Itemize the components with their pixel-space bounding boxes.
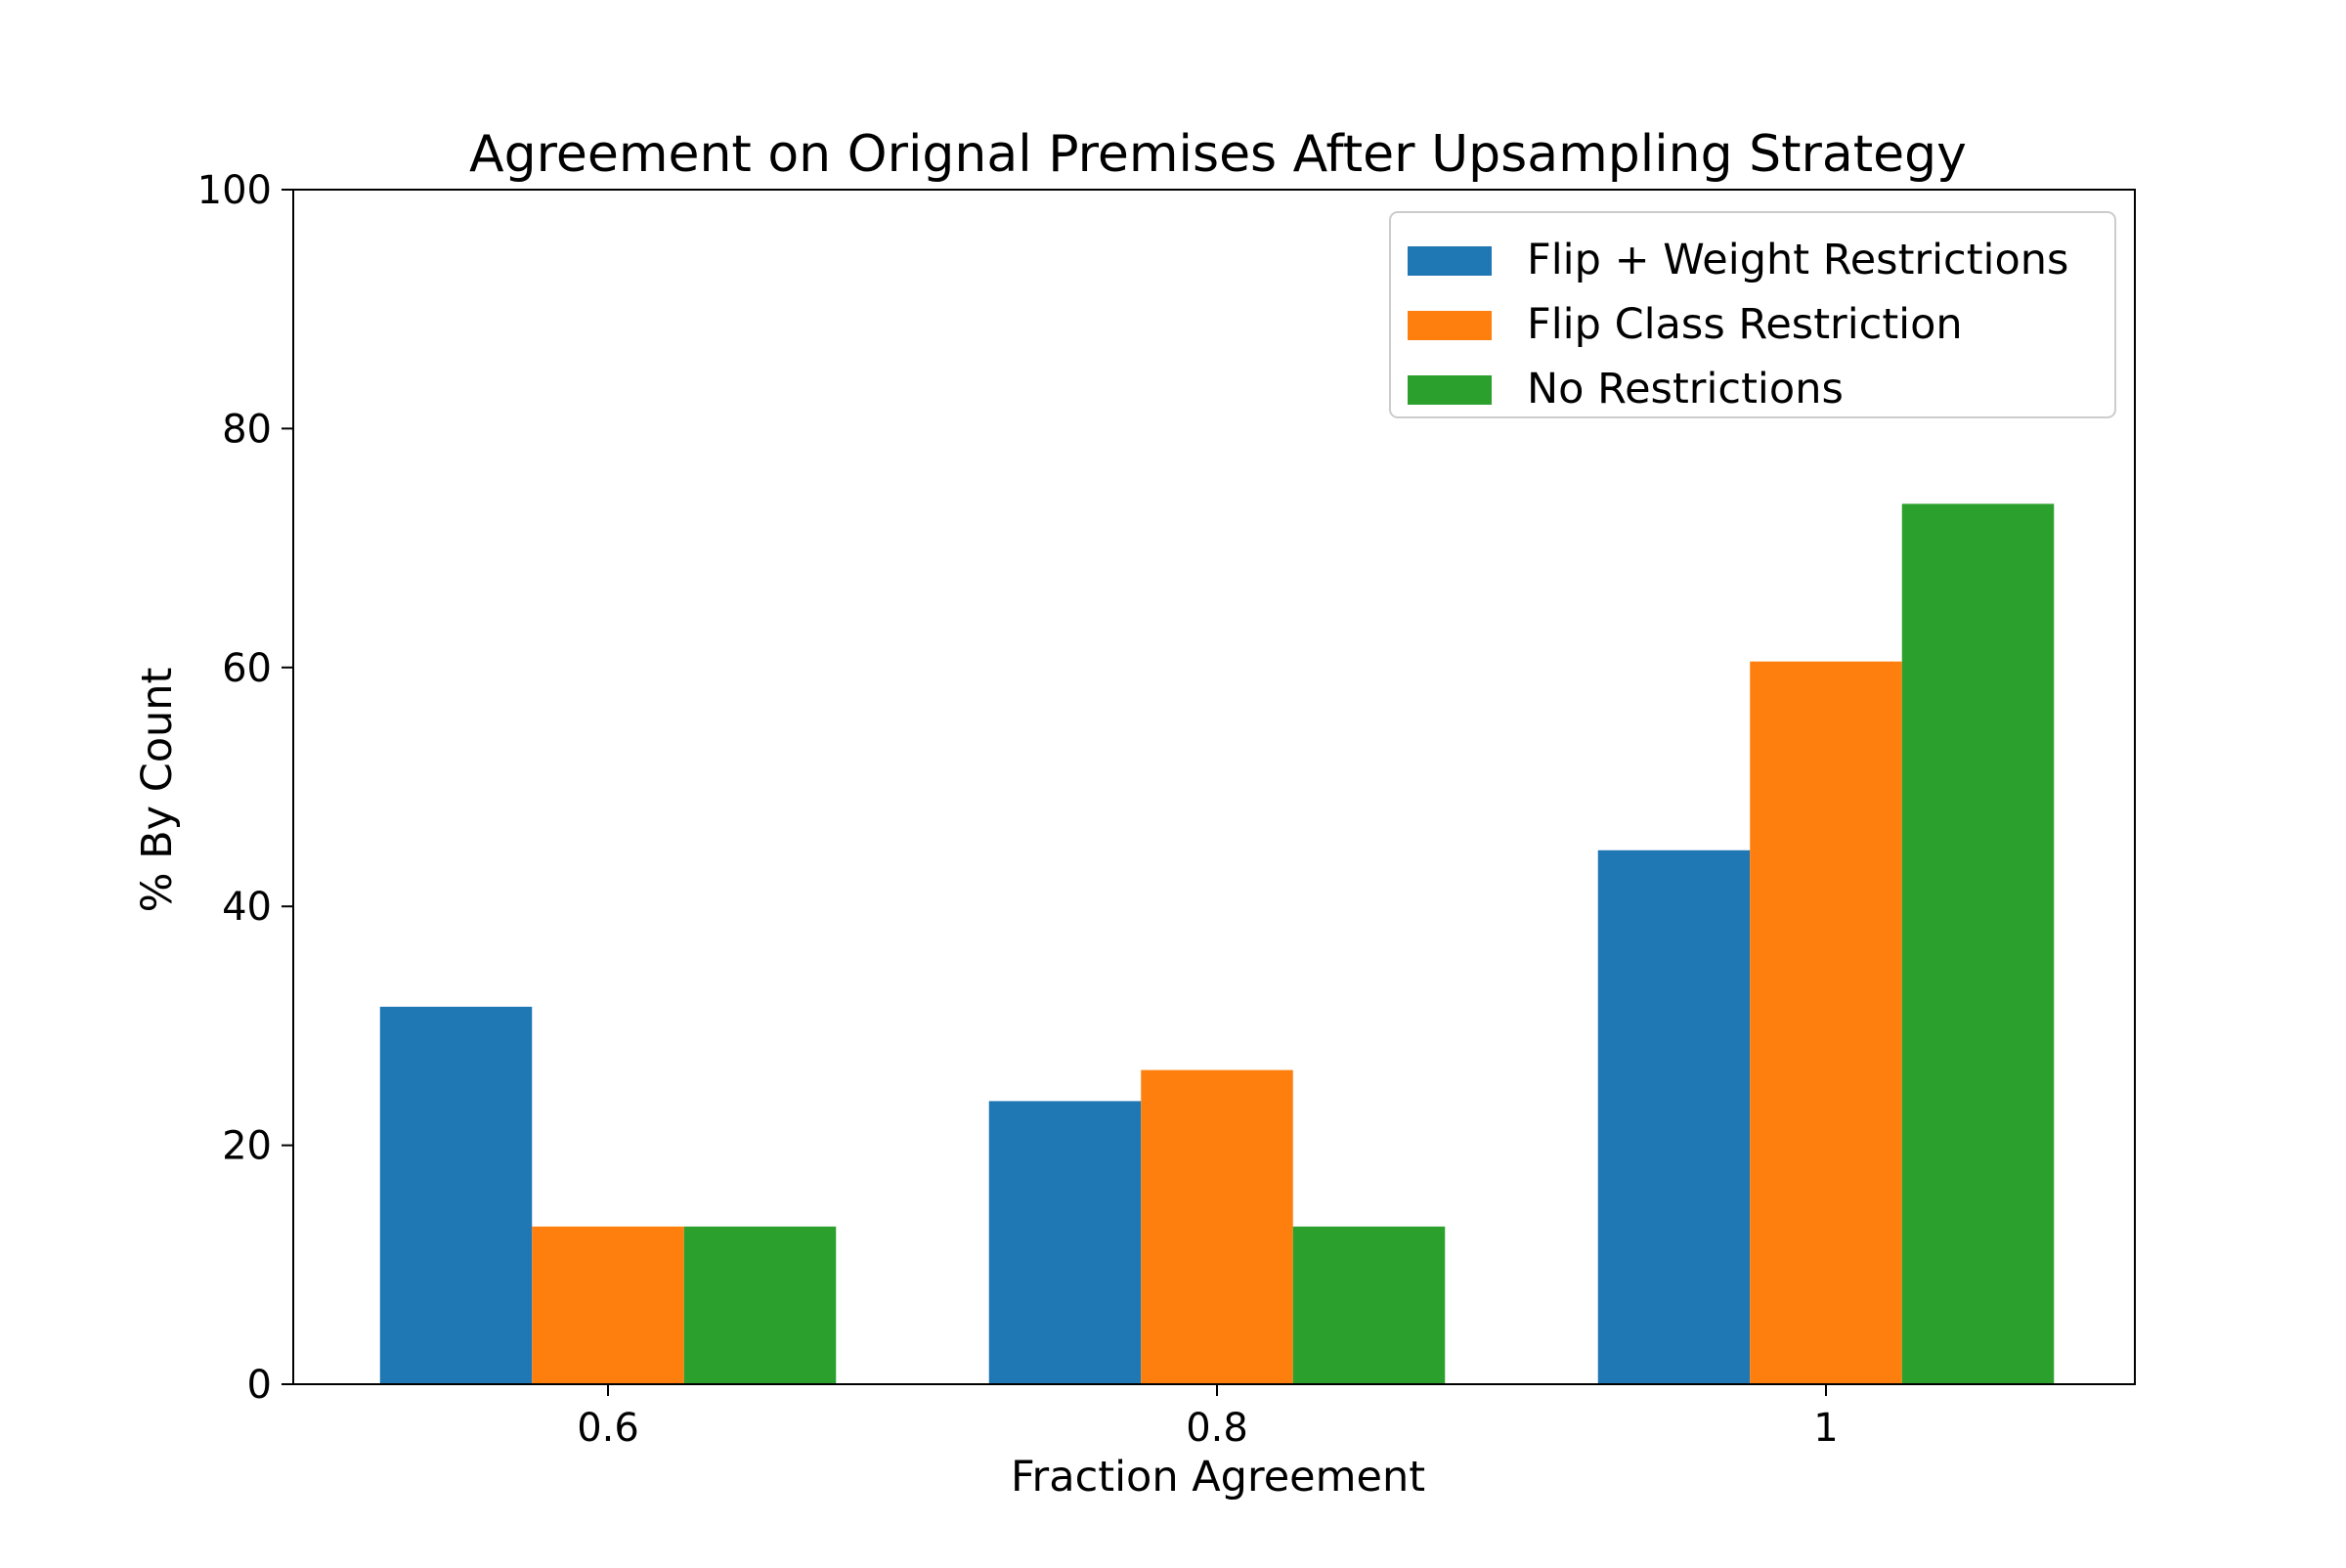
legend-label-1: Flip + Weight Restrictions bbox=[1527, 236, 2068, 284]
x-tick-label: 0.8 bbox=[1186, 1406, 1248, 1451]
legend-label-2: Flip Class Restriction bbox=[1527, 300, 1963, 349]
bars-layer bbox=[379, 503, 2055, 1384]
x-axis-label: Fraction Agreement bbox=[1011, 1453, 1425, 1502]
bar-series-3-category-3 bbox=[1901, 503, 2055, 1384]
y-tick-label: 0 bbox=[247, 1363, 272, 1408]
legend-label-3: No Restrictions bbox=[1527, 365, 1844, 414]
legend-swatch-2 bbox=[1408, 311, 1492, 340]
bar-series-2-category-2 bbox=[1141, 1069, 1293, 1384]
chart-title: Agreement on Orignal Premises After Upsa… bbox=[469, 125, 1967, 184]
legend-swatch-3 bbox=[1408, 375, 1492, 405]
legend: Flip + Weight Restrictions Flip Class Res… bbox=[1389, 211, 2116, 418]
legend-swatch-1 bbox=[1408, 246, 1492, 276]
bar-series-2-category-3 bbox=[1750, 661, 1902, 1384]
ticks-layer: 0 20 40 60 80 100 0.6 0.8 1 bbox=[197, 168, 1839, 1451]
bar-series-3-category-1 bbox=[683, 1226, 837, 1384]
y-tick-label: 40 bbox=[222, 885, 272, 930]
y-axis-label: % By Count bbox=[133, 668, 182, 913]
y-tick-label: 80 bbox=[222, 407, 272, 452]
y-tick-label: 20 bbox=[222, 1124, 272, 1169]
bar-series-2-category-1 bbox=[532, 1226, 684, 1384]
bar-series-3-category-2 bbox=[1292, 1226, 1446, 1384]
legend-box bbox=[1389, 211, 2116, 418]
x-tick-label: 1 bbox=[1813, 1406, 1838, 1451]
bar-series-1-category-3 bbox=[1597, 849, 1751, 1384]
x-tick-label: 0.6 bbox=[577, 1406, 639, 1451]
bar-series-1-category-2 bbox=[988, 1101, 1142, 1384]
y-tick-label: 100 bbox=[197, 168, 272, 213]
bar-series-1-category-1 bbox=[379, 1006, 533, 1384]
y-tick-label: 60 bbox=[222, 646, 272, 691]
plot-frame bbox=[292, 189, 2136, 1385]
